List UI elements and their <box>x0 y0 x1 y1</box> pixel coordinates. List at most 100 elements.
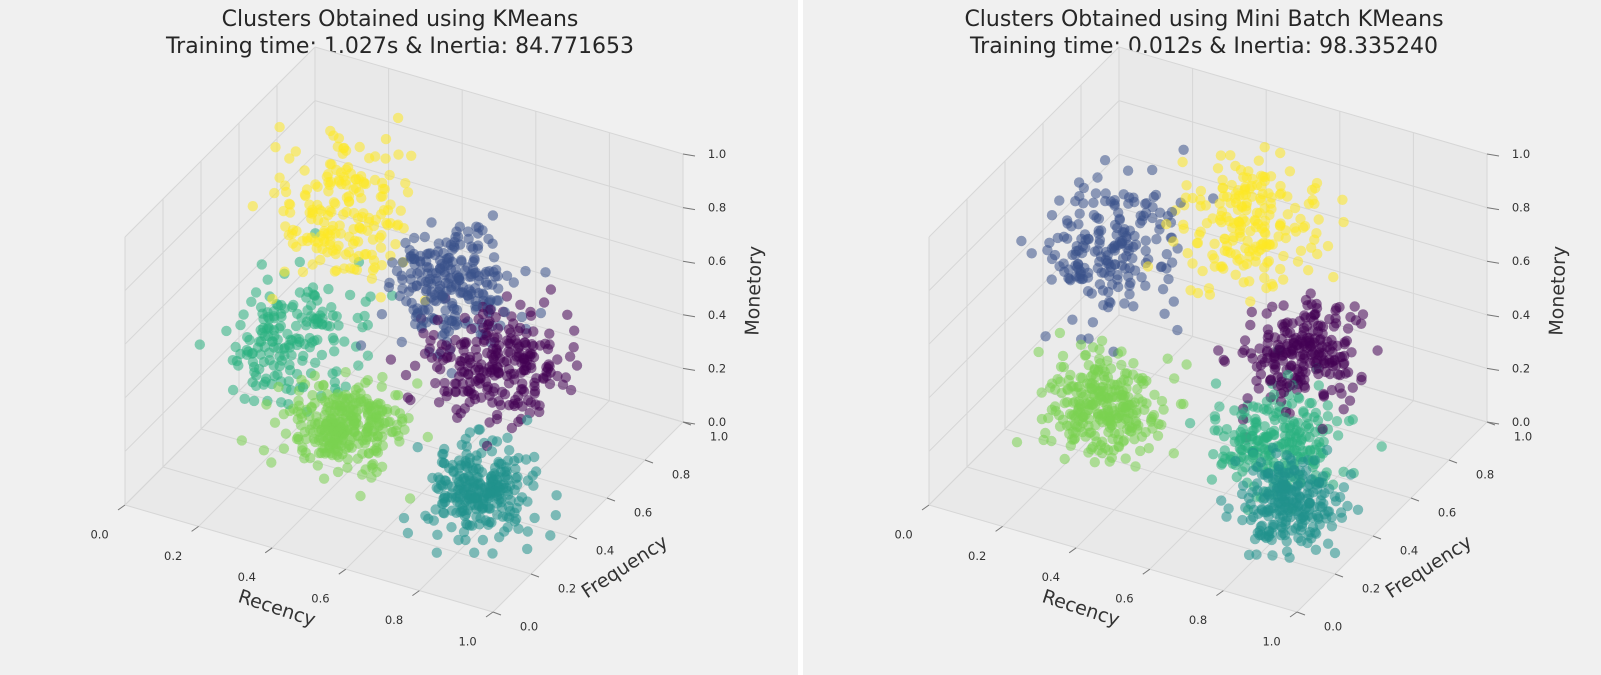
scatter-point-cluster-2 <box>1313 513 1324 524</box>
scatter-point-cluster-2 <box>1243 549 1255 561</box>
scatter-point-cluster-5 <box>1212 163 1224 174</box>
scatter-point-cluster-5 <box>1216 217 1227 228</box>
z-gridline <box>1118 46 1488 155</box>
scatter-point-cluster-0 <box>568 342 579 353</box>
scatter-point-cluster-2 <box>1275 489 1287 500</box>
scatter-point-cluster-3 <box>235 319 246 331</box>
scatter-point-cluster-4 <box>1050 405 1061 417</box>
scatter-point-cluster-1 <box>1093 228 1104 239</box>
scatter-point-cluster-2 <box>1251 549 1262 560</box>
scatter-point-cluster-3 <box>247 356 259 368</box>
y-tick-label: 0.8 <box>1476 467 1494 481</box>
scatter-point-cluster-5 <box>1259 142 1270 153</box>
scatter-point-cluster-5 <box>323 186 334 197</box>
scatter-point-cluster-2 <box>527 470 538 481</box>
scatter-point-cluster-4 <box>1057 414 1069 425</box>
scatter-point-cluster-5 <box>1217 182 1228 194</box>
scatter-point-cluster-0 <box>1284 380 1295 391</box>
scatter-point-cluster-2 <box>529 451 540 463</box>
scatter-point-cluster-0 <box>1298 360 1309 372</box>
scatter-points <box>1011 142 1387 563</box>
scatter-point-cluster-2 <box>499 526 510 537</box>
scatter-point-cluster-5 <box>1225 197 1236 209</box>
scatter-point-cluster-5 <box>331 265 342 276</box>
scatter-point-cluster-2 <box>439 508 450 519</box>
scatter-point-cluster-5 <box>1245 296 1256 307</box>
scatter-point-cluster-4 <box>327 437 338 449</box>
scatter-point-cluster-5 <box>325 236 336 247</box>
scatter-point-cluster-5 <box>1259 171 1271 183</box>
z-tick-mark <box>1486 153 1500 157</box>
scatter-point-cluster-5 <box>1232 204 1244 215</box>
scatter-point-cluster-5 <box>393 149 404 160</box>
scatter-point-cluster-4 <box>397 416 408 427</box>
y-tick-label: 0.0 <box>1324 619 1342 633</box>
scatter-point-cluster-1 <box>499 306 510 318</box>
scatter-point-cluster-2 <box>1252 461 1264 472</box>
scatter-point-cluster-0 <box>461 337 472 348</box>
scatter-point-cluster-5 <box>377 191 388 202</box>
x-tick-label: 0.0 <box>894 527 912 541</box>
scatter-point-cluster-0 <box>1261 347 1273 358</box>
scatter-point-cluster-3 <box>1279 412 1291 423</box>
scatter-point-cluster-1 <box>1090 188 1102 199</box>
scatter-point-cluster-5 <box>1142 261 1154 272</box>
scatter-point-cluster-4 <box>357 469 368 480</box>
scatter-point-cluster-5 <box>1337 194 1348 205</box>
scatter-point-cluster-4 <box>1057 350 1069 362</box>
y-axis-label: Frequency <box>1382 531 1476 603</box>
scatter-point-cluster-4 <box>266 457 277 468</box>
scatter-point-cluster-1 <box>1049 249 1061 261</box>
x-tick-label: 0.8 <box>1189 613 1207 627</box>
scatter-point-cluster-2 <box>1261 532 1272 544</box>
scatter-point-cluster-1 <box>463 233 474 245</box>
scatter-point-cluster-5 <box>1259 272 1270 284</box>
x-tick-mark <box>485 611 494 618</box>
scatter-point-cluster-0 <box>1277 355 1288 366</box>
scatter-point-cluster-4 <box>389 405 401 416</box>
y-tick-mark <box>1296 611 1306 616</box>
scatter-point-cluster-0 <box>1357 309 1369 320</box>
scatter-point-cluster-5 <box>1225 150 1236 161</box>
scatter-point-cluster-0 <box>501 291 513 302</box>
scatter-point-cluster-4 <box>312 460 323 471</box>
scatter-point-cluster-4 <box>1109 379 1120 390</box>
scatter-point-cluster-2 <box>1263 490 1275 501</box>
scatter-point-cluster-1 <box>1138 210 1149 222</box>
scatter-point-cluster-2 <box>1338 482 1350 493</box>
scatter-point-cluster-4 <box>1079 350 1091 361</box>
scatter-point-cluster-1 <box>1151 234 1162 245</box>
scatter-point-cluster-5 <box>354 187 365 198</box>
scatter-point-cluster-5 <box>1289 202 1301 214</box>
scatter-point-cluster-3 <box>301 292 312 303</box>
scatter-point-cluster-0 <box>1329 354 1340 366</box>
scatter-point-cluster-4 <box>1043 412 1054 424</box>
scatter-point-cluster-5 <box>324 158 336 170</box>
scatter-point-cluster-0 <box>1262 338 1273 349</box>
scatter-point-cluster-5 <box>307 259 318 270</box>
scatter-point-cluster-2 <box>1309 455 1321 466</box>
scatter-point-cluster-3 <box>282 328 293 340</box>
x-gridline <box>492 421 684 613</box>
scatter-point-cluster-1 <box>452 231 464 243</box>
scatter-point-cluster-0 <box>501 335 513 346</box>
scatter-point-cluster-1 <box>1168 296 1179 307</box>
scatter-point-cluster-1 <box>406 253 417 265</box>
scatter-point-cluster-4 <box>357 435 369 446</box>
scatter-point-cluster-2 <box>1236 488 1248 500</box>
scatter-point-cluster-4 <box>1036 387 1047 398</box>
scatter-point-cluster-1 <box>469 253 480 264</box>
scatter-point-cluster-5 <box>1187 258 1198 269</box>
scatter-point-cluster-3 <box>1241 434 1252 445</box>
x-tick-label: 0.8 <box>385 613 403 627</box>
scatter-point-cluster-5 <box>1195 226 1206 237</box>
scatter-point-cluster-1 <box>397 257 408 268</box>
scatter-point-cluster-1 <box>1122 165 1134 176</box>
scatter-point-cluster-0 <box>491 343 502 355</box>
scatter-point-cluster-3 <box>359 310 370 322</box>
scatter-point-cluster-0 <box>450 386 461 398</box>
scatter-point-cluster-3 <box>1305 445 1316 457</box>
y-tick-label: 0.6 <box>634 505 652 519</box>
scatter-point-cluster-4 <box>313 447 325 459</box>
y-tick-label: 0.8 <box>672 467 690 481</box>
